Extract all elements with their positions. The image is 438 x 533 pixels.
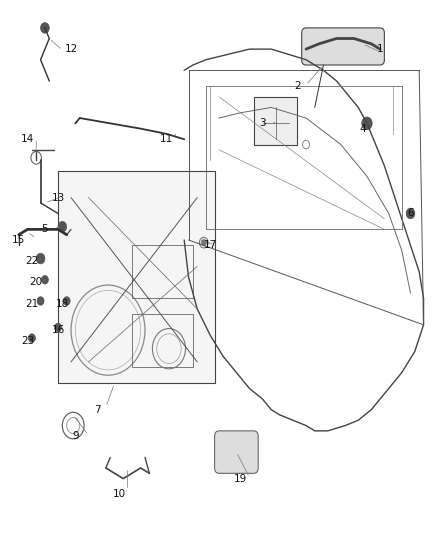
Text: 21: 21 <box>25 298 39 309</box>
Text: 22: 22 <box>25 256 39 266</box>
Text: 16: 16 <box>51 325 64 335</box>
Circle shape <box>201 239 206 246</box>
Circle shape <box>42 276 48 284</box>
FancyBboxPatch shape <box>302 28 385 65</box>
Text: 7: 7 <box>94 405 100 415</box>
Text: 12: 12 <box>64 44 78 54</box>
Text: 2: 2 <box>294 81 300 91</box>
Circle shape <box>63 297 70 305</box>
Text: 17: 17 <box>204 240 217 251</box>
Text: 14: 14 <box>21 134 34 144</box>
Circle shape <box>362 117 372 130</box>
FancyBboxPatch shape <box>58 171 215 383</box>
Text: 18: 18 <box>56 298 69 309</box>
Text: 5: 5 <box>42 224 48 235</box>
Text: 15: 15 <box>12 235 25 245</box>
Text: 23: 23 <box>21 336 34 346</box>
Circle shape <box>36 253 45 264</box>
Circle shape <box>406 208 415 219</box>
Text: 1: 1 <box>377 44 383 54</box>
Text: 9: 9 <box>72 431 79 441</box>
Circle shape <box>41 22 49 33</box>
Circle shape <box>28 334 35 342</box>
Text: 10: 10 <box>112 489 125 499</box>
Text: 11: 11 <box>160 134 173 144</box>
Circle shape <box>54 323 61 332</box>
Text: 19: 19 <box>234 474 247 483</box>
Circle shape <box>58 221 67 232</box>
Circle shape <box>37 297 44 305</box>
Text: 20: 20 <box>30 277 43 287</box>
Text: 6: 6 <box>407 208 414 219</box>
Text: 13: 13 <box>51 192 64 203</box>
FancyBboxPatch shape <box>215 431 258 473</box>
FancyBboxPatch shape <box>254 97 297 144</box>
Text: 3: 3 <box>259 118 266 128</box>
Text: 4: 4 <box>359 124 366 134</box>
